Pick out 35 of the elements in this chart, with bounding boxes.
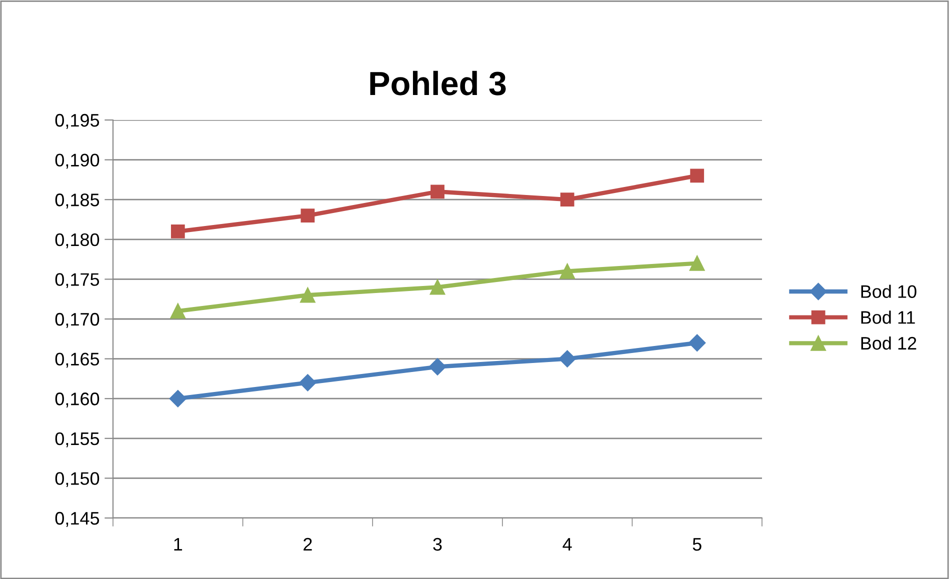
point [560, 192, 574, 207]
y-tick-label: 0,170 [55, 312, 100, 328]
y-tick-label: 0,155 [55, 432, 100, 448]
point [300, 208, 315, 222]
legend-label: Bod 12 [861, 336, 916, 350]
point [169, 390, 186, 408]
point [558, 350, 576, 368]
point [430, 280, 446, 295]
y-tick-label: 0,165 [55, 352, 100, 368]
point [688, 334, 706, 352]
x-tick-label: 2 [304, 538, 312, 551]
point [689, 256, 705, 271]
y-tick-label: 0,145 [55, 512, 100, 527]
x-tick-label: 3 [433, 538, 442, 551]
y-tick-label: 0,160 [55, 392, 100, 408]
point [299, 374, 316, 392]
point [300, 287, 316, 303]
legend-label: Bod 10 [861, 284, 916, 298]
point [428, 358, 446, 376]
x-tick-label: 4 [562, 538, 572, 551]
point [560, 264, 575, 279]
point [170, 224, 185, 238]
y-tick-label: 0,185 [55, 194, 100, 208]
y-tick-label: 0,175 [55, 273, 100, 288]
chart-title: Pohled 3 [370, 70, 506, 96]
y-tick-label: 0,180 [55, 233, 100, 248]
y-tick-label: 0,195 [55, 114, 100, 129]
legend-label: Bod 11 [861, 310, 915, 324]
point [170, 303, 186, 319]
x-tick-label: 5 [692, 538, 702, 551]
x-tick-label: 1 [174, 538, 182, 551]
point [430, 184, 444, 199]
y-tick-label: 0,190 [55, 154, 100, 169]
y-tick-label: 0,150 [55, 472, 100, 488]
point [690, 168, 704, 183]
